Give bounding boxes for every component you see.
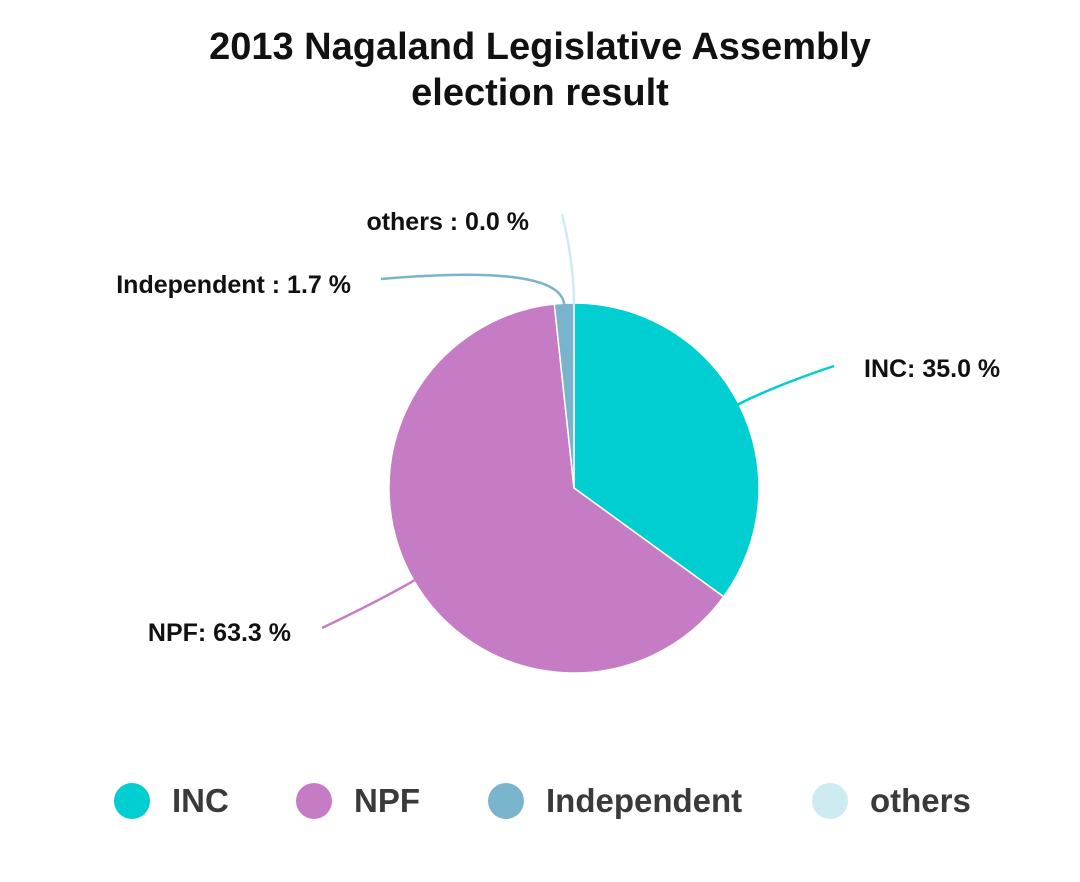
legend-label-independent: Independent [546,782,743,819]
legend-item-npf[interactable]: NPF [296,778,420,824]
leader-line-npf [321,578,417,630]
chart-title: 2013 Nagaland Legislative Assembly elect… [0,24,1080,116]
legend-label-others: others [870,782,971,819]
legend-swatch-npf [296,783,332,819]
leader-line-inc [736,364,835,407]
chart-title-line-2: election result [411,72,669,114]
slice-label-npf: NPF: 63.3 % [148,619,291,647]
slice-label-inc: INC: 35.0 % [864,355,1000,383]
legend-swatch-independent [488,783,524,819]
chart-title-line-1: 2013 Nagaland Legislative Assembly [209,26,871,68]
legend: INC NPF Independent others [0,778,1080,824]
slice-label-independent: Independent : 1.7 % [116,271,351,299]
legend-label-npf: NPF [354,782,420,819]
leader-line-others [560,213,576,306]
leader-line-independent [380,273,566,306]
legend-item-inc[interactable]: INC [114,778,229,824]
legend-swatch-inc [114,783,150,819]
legend-item-independent[interactable]: Independent [488,778,742,824]
legend-item-others[interactable]: others [812,778,971,824]
legend-label-inc: INC [172,782,229,819]
legend-swatch-others [812,783,848,819]
slice-label-others: others : 0.0 % [366,208,529,236]
